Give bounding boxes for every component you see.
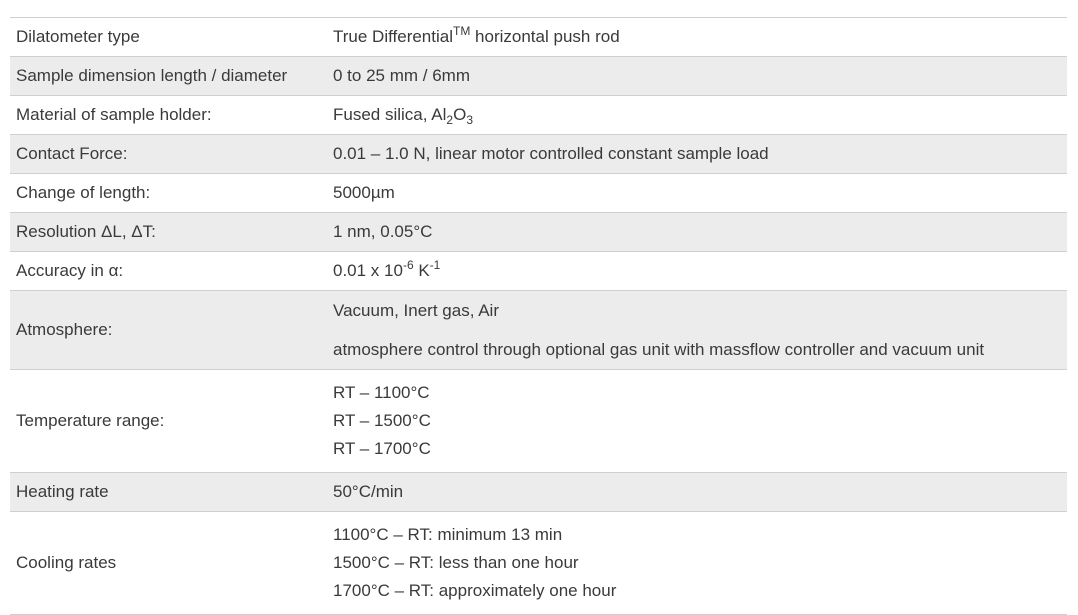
row-value: 1 nm, 0.05°C [333,222,433,241]
row-label: Temperature range: [16,411,165,430]
row-label: Dilatometer type [16,27,140,46]
value-line: RT – 1100°C [333,383,430,402]
row-value: Vacuum, Inert gas, Air atmosphere contro… [333,291,1067,370]
table-row: Dilatometer type True DifferentialTM hor… [10,18,1067,57]
table-row: Temperature range: RT – 1100°C RT – 1500… [10,370,1067,473]
row-label: Heating rate [16,482,109,501]
row-value: RT – 1100°C RT – 1500°C RT – 1700°C [333,370,1067,473]
row-label: Atmosphere: [16,320,113,339]
value-line: RT – 1700°C [333,439,431,458]
table-row: Heating rate 50°C/min [10,472,1067,512]
value-line: Vacuum, Inert gas, Air [333,301,499,320]
table-row: Sample dimension length / diameter 0 to … [10,56,1067,96]
table-row: Atmosphere: Vacuum, Inert gas, Air atmos… [10,290,1067,370]
value-line: atmosphere control through optional gas … [333,340,985,359]
value-line: 1500°C – RT: less than one hour [333,553,579,572]
table-row: Resolution ΔL, ΔT: 1 nm, 0.05°C [10,212,1067,252]
row-value: 1100°C – RT: minimum 13 min 1500°C – RT:… [333,512,1067,615]
specifications-table: Dilatometer type True DifferentialTM hor… [10,17,1067,615]
row-label: Material of sample holder: [16,105,212,124]
table-row: Accuracy in α: 0.01 x 10-6 K-1 [10,252,1067,291]
row-value: 0.01 – 1.0 N, linear motor controlled co… [333,144,769,163]
row-value: Fused silica, Al2O3 [333,105,473,127]
row-value: 0.01 x 10-6 K-1 [333,258,441,280]
row-label: Resolution ΔL, ΔT: [16,222,156,241]
table-row: Change of length: 5000µm [10,174,1067,213]
table-row: Cooling rates 1100°C – RT: minimum 13 mi… [10,512,1067,615]
row-label: Cooling rates [16,553,117,572]
row-label: Sample dimension length / diameter [16,66,288,85]
value-line: RT – 1500°C [333,411,431,430]
row-label: Accuracy in α: [16,261,124,280]
row-value: True DifferentialTM horizontal push rod [333,24,620,46]
table-row: Material of sample holder: Fused silica,… [10,96,1067,135]
row-value: 5000µm [333,183,395,202]
value-line: 1700°C – RT: approximately one hour [333,581,617,600]
row-label: Change of length: [16,183,151,202]
table-row: Contact Force: 0.01 – 1.0 N, linear moto… [10,134,1067,174]
row-label: Contact Force: [16,144,128,163]
row-value: 0 to 25 mm / 6mm [333,66,470,85]
value-line: 1100°C – RT: minimum 13 min [333,525,563,544]
row-value: 50°C/min [333,482,404,501]
